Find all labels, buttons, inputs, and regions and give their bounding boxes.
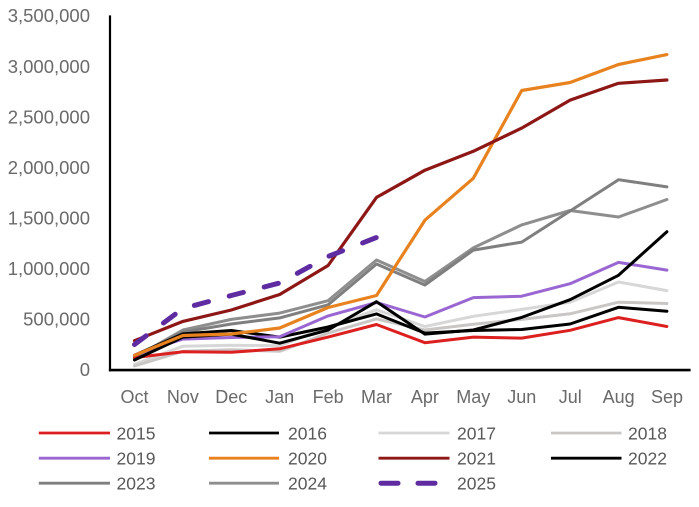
svg-text:2018: 2018 (628, 423, 667, 443)
svg-text:Sep: Sep (651, 387, 683, 407)
svg-text:May: May (456, 387, 490, 407)
svg-text:Apr: Apr (411, 387, 439, 407)
svg-text:2017: 2017 (457, 423, 496, 443)
svg-text:Nov: Nov (167, 387, 199, 407)
svg-text:2,500,000: 2,500,000 (8, 106, 90, 127)
svg-text:Dec: Dec (215, 387, 247, 407)
svg-text:2025: 2025 (457, 474, 496, 494)
svg-text:2019: 2019 (117, 449, 156, 469)
svg-text:2020: 2020 (288, 449, 327, 469)
svg-text:Oct: Oct (120, 387, 148, 407)
svg-text:Jan: Jan (265, 387, 294, 407)
svg-text:Jun: Jun (507, 387, 536, 407)
svg-text:2,000,000: 2,000,000 (8, 157, 90, 178)
svg-text:500,000: 500,000 (23, 309, 90, 330)
svg-text:2024: 2024 (288, 474, 327, 494)
svg-text:2015: 2015 (117, 423, 156, 443)
svg-text:1,500,000: 1,500,000 (8, 208, 90, 229)
svg-text:Jul: Jul (559, 387, 582, 407)
svg-text:2023: 2023 (117, 474, 156, 494)
svg-text:2022: 2022 (628, 449, 667, 469)
svg-text:3,500,000: 3,500,000 (8, 5, 90, 26)
svg-text:Feb: Feb (313, 387, 344, 407)
svg-text:2016: 2016 (288, 423, 327, 443)
svg-text:3,000,000: 3,000,000 (8, 56, 90, 77)
svg-text:0: 0 (80, 359, 90, 380)
svg-text:Aug: Aug (603, 387, 635, 407)
svg-text:1,000,000: 1,000,000 (8, 258, 90, 279)
svg-text:Mar: Mar (361, 387, 392, 407)
svg-text:2021: 2021 (457, 449, 496, 469)
